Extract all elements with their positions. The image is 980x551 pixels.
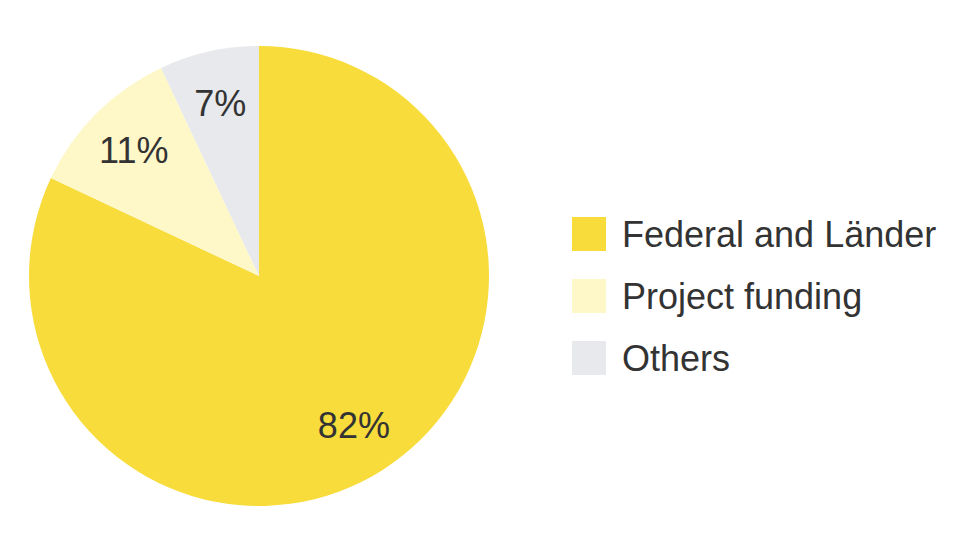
slices <box>29 46 489 506</box>
data-label: 82% <box>318 405 390 446</box>
data-label: 11% <box>99 130 168 171</box>
legend: Federal and Länder Project funding Others <box>572 214 936 379</box>
chart-svg: 82% 11% 7% Federal and Länder Project fundin… <box>0 0 980 551</box>
chart-container: 82% 11% 7% Federal and Länder Project fundin… <box>0 0 980 551</box>
legend-swatch <box>572 341 606 375</box>
legend-swatch <box>572 279 606 313</box>
legend-swatch <box>572 217 606 251</box>
data-label: 7% <box>194 83 246 124</box>
data-labels: 82% 11% 7% <box>99 83 390 446</box>
legend-label: Others <box>622 338 730 379</box>
pie-slice <box>161 46 259 276</box>
legend-label: Project funding <box>622 276 862 317</box>
pie-slice <box>29 46 489 506</box>
legend-label: Federal and Länder <box>622 214 936 255</box>
